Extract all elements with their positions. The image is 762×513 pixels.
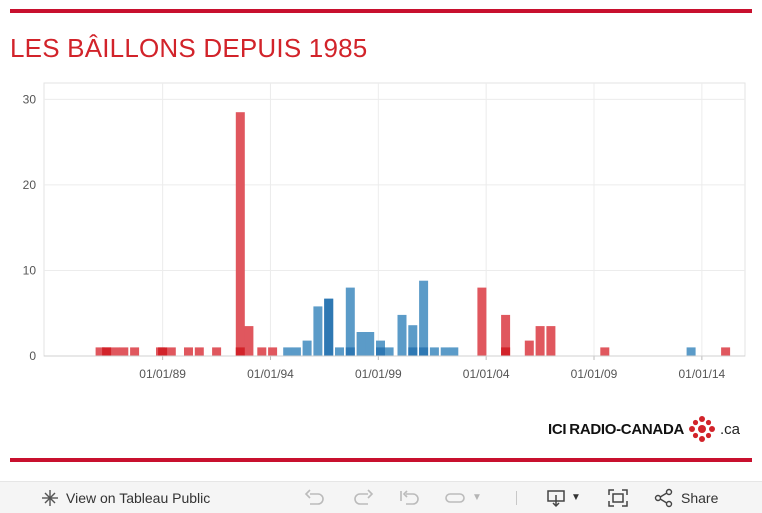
bar[interactable] [546,326,556,356]
share-icon [654,488,673,507]
bar[interactable] [376,347,385,356]
bar[interactable] [335,347,344,356]
bar[interactable] [397,314,407,356]
bar[interactable] [235,112,245,356]
x-tick-label: 01/01/09 [571,367,618,381]
pause-updates-button[interactable]: ▼ [444,482,482,513]
share-button[interactable]: Share [654,482,718,513]
bar-chart[interactable]: 0 10 20 30 01/01/89 01/01/94 01/01/99 01/01/04 0… [0,75,762,395]
bar[interactable] [419,280,429,356]
bar[interactable] [257,347,267,356]
y-tick-label: 20 [23,178,37,192]
bar[interactable] [419,347,429,356]
axes: 0 10 20 30 01/01/89 01/01/94 01/01/99 01/01/04 0… [23,92,745,381]
bar[interactable] [408,325,418,356]
redo-button[interactable] [352,482,374,513]
bar[interactable] [686,347,696,356]
chart-title: LES BÂILLONS DEPUIS 1985 [10,33,368,63]
bar[interactable] [212,347,222,356]
redo-icon [354,488,374,505]
bar[interactable] [345,287,355,356]
bar[interactable] [110,347,120,356]
bar[interactable] [356,332,366,356]
brand-ici: ICI [548,420,567,438]
chevron-down-icon: ▼ [571,492,581,503]
tableau-toolbar: View on Tableau Public ▼ ▼ Share [0,481,762,513]
bar[interactable] [194,347,204,356]
expand-icon [42,489,58,506]
undo-icon [304,488,324,505]
bar[interactable] [130,347,140,356]
fullscreen-icon [608,488,628,507]
x-tick-label: 01/01/04 [463,367,510,381]
revert-button[interactable] [398,482,422,513]
brand-suffix: .ca [720,420,741,438]
gem-icon [689,416,716,442]
view-on-tableau-button[interactable]: View on Tableau Public [40,482,210,513]
bar[interactable] [244,326,254,356]
bar[interactable] [535,326,545,356]
bar[interactable] [345,347,355,356]
bar[interactable] [102,347,112,356]
bar[interactable] [166,347,176,356]
bars[interactable] [95,112,731,356]
bar[interactable] [324,298,334,356]
bar[interactable] [302,340,312,356]
bar[interactable] [600,347,610,356]
bar[interactable] [384,347,394,356]
top-rule [10,9,752,13]
bar[interactable] [501,314,511,356]
bar[interactable] [158,347,168,356]
bar[interactable] [449,347,459,356]
bar[interactable] [95,347,105,356]
radio-canada-logo[interactable]: ICI RADIO-CANADA .ca [548,412,740,446]
bar[interactable] [408,347,418,356]
bar[interactable] [501,347,511,356]
share-label: Share [681,489,719,506]
bar[interactable] [235,347,245,356]
download-icon [547,489,565,507]
revert-icon [400,489,419,505]
y-tick-label: 10 [23,263,37,277]
bar[interactable] [524,340,534,356]
pause-icon [445,492,465,503]
bar[interactable] [283,347,293,356]
bar[interactable] [365,332,375,356]
bottom-rule [10,458,752,462]
bar[interactable] [721,347,731,356]
y-tick-label: 30 [23,92,37,106]
x-tick-label: 01/01/14 [679,367,726,381]
x-tick-label: 01/01/99 [355,367,402,381]
y-tick-label: 0 [29,349,36,363]
bar[interactable] [119,347,129,356]
bar[interactable] [440,347,450,356]
plot-frame [43,82,746,357]
toolbar-divider [516,491,517,505]
bar[interactable] [291,347,301,356]
bar[interactable] [184,347,193,356]
chevron-down-icon: ▼ [472,492,482,503]
bar[interactable] [313,306,323,356]
grid [43,82,746,357]
download-button[interactable]: ▼ [546,482,581,513]
brand-name: RADIO-CANADA [569,420,685,438]
x-tick-label: 01/01/89 [139,367,186,381]
bar[interactable] [477,287,487,356]
undo-button[interactable] [304,482,326,513]
fullscreen-button[interactable] [607,482,629,513]
view-on-tableau-label: View on Tableau Public [66,489,211,506]
bar[interactable] [429,347,439,356]
x-tick-label: 01/01/94 [247,367,294,381]
bar[interactable] [268,347,278,356]
